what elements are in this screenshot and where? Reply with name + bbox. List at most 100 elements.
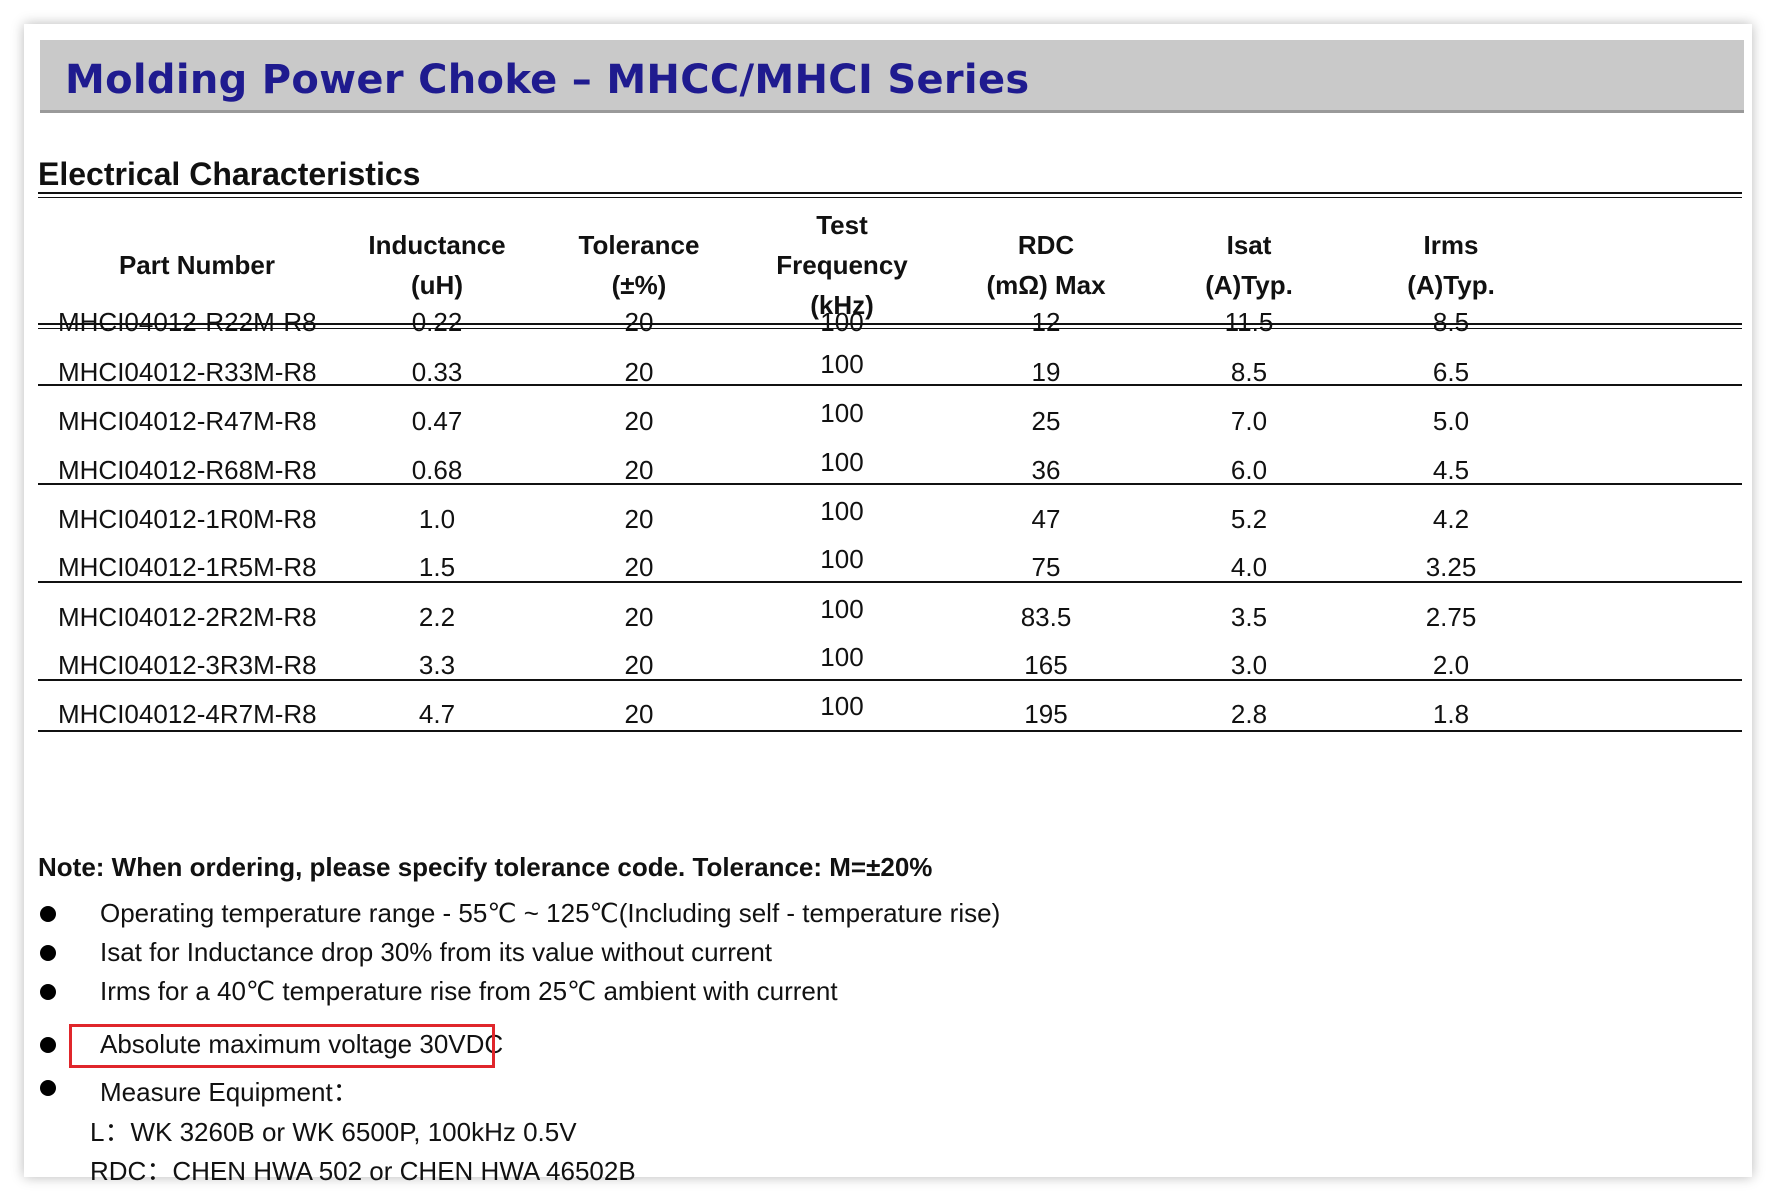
column-header: Irms (A)Typ. [1351,225,1551,305]
table-cell: 4.7 [418,699,456,729]
table-cell: 2.2 [418,602,456,632]
table-cell: 4.0 [1230,552,1268,582]
column-header-line: (uH) [411,269,463,300]
part-number-cell: MHCI04012-4R7M-R8 [58,699,317,729]
column-header-line: Frequency [776,249,908,280]
table-cell: 2.8 [1230,699,1268,729]
part-number-cell: MHCI04012-R68M-R8 [58,455,317,485]
bullet-text: Operating temperature range - 55℃ ~ 125℃… [100,898,1001,928]
part-number-cell: MHCI04012-2R2M-R8 [58,602,317,632]
table-cell: 75 [1031,552,1061,582]
table-cell: 3.3 [418,650,456,680]
document-title: Molding Power Choke – MHCC/MHCI Series [65,57,1030,103]
row-group-rule [38,581,1742,583]
part-number-cell: MHCI04012-R33M-R8 [58,357,317,387]
bullet-icon [40,906,56,922]
table-cell: 0.22 [411,307,463,337]
column-header-line: (±%) [611,269,667,300]
table-cell: 100 [820,642,864,672]
table-cell: 47 [1031,504,1061,534]
table-cell: 4.2 [1432,504,1470,534]
bullet-icon [40,945,56,961]
table-cell: 1.5 [418,552,456,582]
ordering-note: Note: When ordering, please specify tole… [38,852,933,882]
table-cell: 20 [624,455,654,485]
column-header: Test Frequency (kHz) [732,205,952,325]
table-cell: 20 [624,602,654,632]
table-cell: 12 [1031,307,1061,337]
table-cell: 2.75 [1425,602,1477,632]
column-header: RDC (mΩ) Max [936,225,1156,305]
bullet-text: Irms for a 40℃ temperature rise from 25℃… [100,976,838,1006]
table-cell: 8.5 [1230,357,1268,387]
table-cell: 5.0 [1432,406,1470,436]
table-cell: 5.2 [1230,504,1268,534]
table-cell: 3.25 [1425,552,1477,582]
bullet-icon [40,984,56,1000]
table-cell: 100 [820,447,864,477]
column-header-line: Tolerance [578,229,700,260]
table-cell: 20 [624,552,654,582]
column-header: Inductance (uH) [327,225,547,305]
column-header-line: Irms [1423,229,1479,260]
table-cell: 25 [1031,406,1061,436]
table-cell: 100 [820,349,864,379]
bullet-icon [40,1080,56,1096]
table-cell: 4.5 [1432,455,1470,485]
table-cell: 6.0 [1230,455,1268,485]
bullet-icon [40,1037,56,1053]
table-cell: 100 [820,594,864,624]
part-number-cell: MHCI04012-3R3M-R8 [58,650,317,680]
table-cell: 100 [820,307,864,337]
highlight-annotation-box [69,1024,495,1068]
table-cell: 100 [820,691,864,721]
table-cell: 20 [624,357,654,387]
row-group-rule [38,730,1742,732]
column-header-line: Part Number [118,249,276,280]
table-cell: 20 [624,406,654,436]
table-cell: 1.0 [418,504,456,534]
header-banner: Molding Power Choke – MHCC/MHCI Series [40,40,1744,113]
table-cell: 3.5 [1230,602,1268,632]
column-header: Part Number [47,245,347,285]
column-header-line: Isat [1226,229,1272,260]
table-cell: 0.47 [411,406,463,436]
column-header-line: RDC [1017,229,1075,260]
part-number-cell: MHCI04012-1R0M-R8 [58,504,317,534]
column-header-line: (A)Typ. [1407,269,1495,300]
column-header-line: Test [816,209,868,240]
part-number-cell: MHCI04012-R22M-R8 [58,307,317,337]
document-page: Molding Power Choke – MHCC/MHCI Series E… [24,24,1752,1186]
equipment-line: RDC：CHEN HWA 502 or CHEN HWA 46502B [90,1156,636,1186]
table-cell: 20 [624,650,654,680]
table-cell: 8.5 [1432,307,1470,337]
table-cell: 36 [1031,455,1061,485]
header-bottom-rule-thin [38,328,1742,329]
table-cell: 2.0 [1432,650,1470,680]
table-cell: 165 [1024,650,1068,680]
table-cell: 11.5 [1224,307,1274,337]
section-title: Electrical Characteristics [38,156,421,192]
table-cell: 100 [820,544,864,574]
column-header: Tolerance (±%) [539,225,739,305]
column-header-line: (A)Typ. [1205,269,1293,300]
table-cell: 100 [820,398,864,428]
table-cell: 7.0 [1230,406,1268,436]
column-header-line: Inductance [368,229,506,260]
highlighted-bullet-text: Absolute maximum voltage 30VDC [100,1029,504,1059]
part-number-cell: MHCI04012-R47M-R8 [58,406,317,436]
row-group-rule [38,384,1742,386]
table-cell: 20 [624,699,654,729]
table-cell: 195 [1024,699,1068,729]
table-cell: 3.0 [1230,650,1268,680]
equipment-line: L：WK 3260B or WK 6500P, 100kHz 0.5V [90,1117,577,1147]
table-cell: 20 [624,307,654,337]
table-cell: 19 [1031,357,1061,387]
table-cell: 0.33 [411,357,463,387]
bullet-text: Isat for Inductance drop 30% from its va… [100,937,773,967]
table-top-rule-thin [38,197,1742,198]
row-group-rule [38,483,1742,485]
table-top-rule [38,192,1742,194]
header-bottom-rule [38,323,1742,325]
column-header-line: (mΩ) Max [986,269,1106,300]
